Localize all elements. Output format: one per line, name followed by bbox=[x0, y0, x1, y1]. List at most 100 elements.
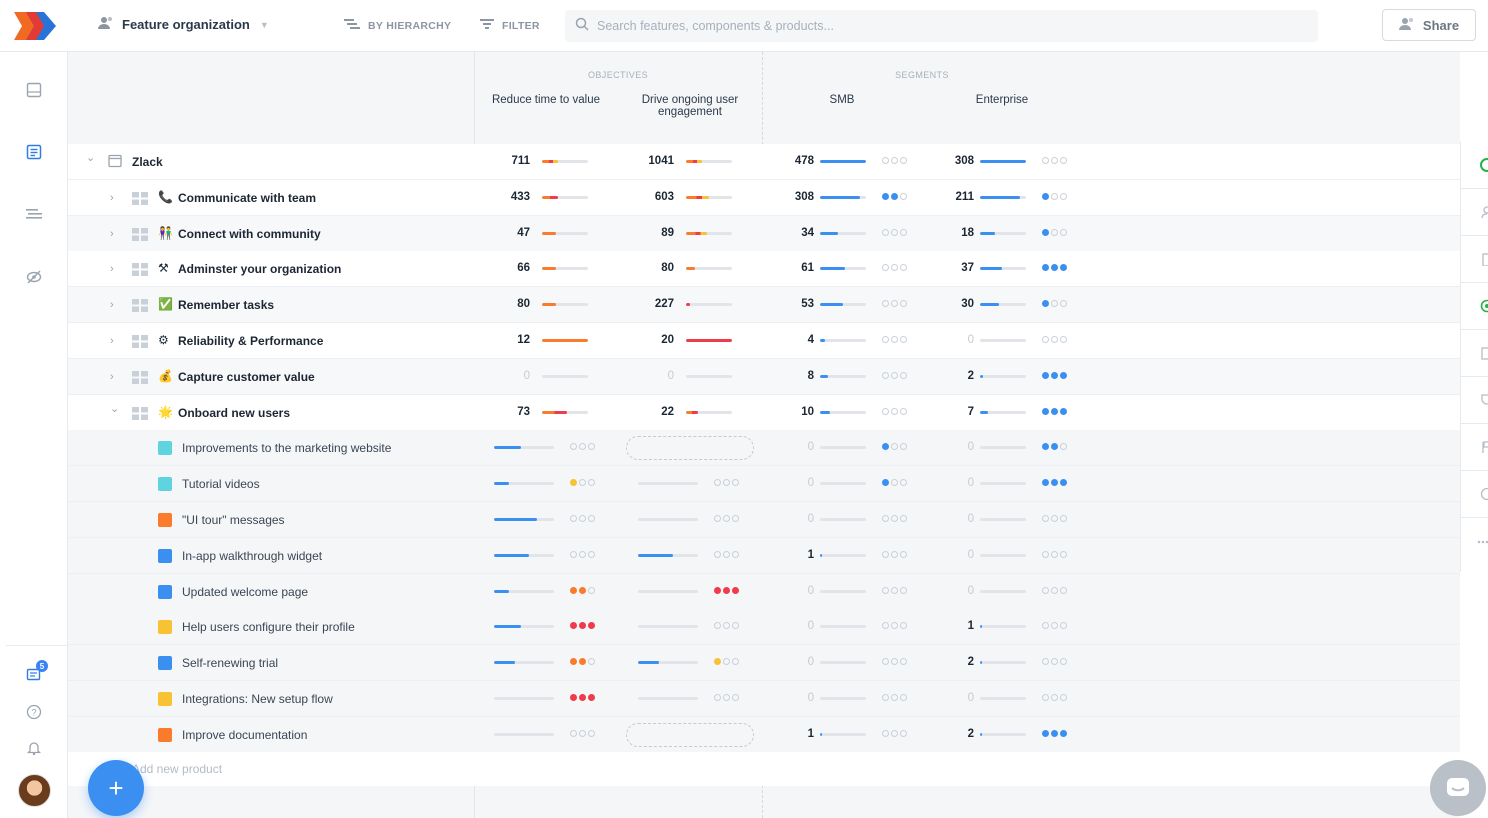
row-name: Remember tasks bbox=[178, 298, 275, 313]
rating-dot bbox=[900, 443, 907, 451]
search-input[interactable] bbox=[597, 19, 1297, 33]
rating-dots bbox=[714, 694, 739, 701]
cell-value: 1 bbox=[807, 727, 814, 740]
rating-dots bbox=[882, 300, 907, 308]
rating-dot bbox=[882, 228, 889, 236]
rating-dot bbox=[882, 586, 889, 594]
feature-row[interactable]: Integrations: New setup flow 0 0 bbox=[68, 681, 1460, 717]
by-hierarchy-button[interactable]: BY HIERARCHY bbox=[344, 18, 451, 33]
score-bar-fill bbox=[686, 231, 707, 235]
chevron-down-icon[interactable]: ⌄ bbox=[110, 402, 120, 415]
feature-row[interactable]: Updated welcome page 0 0 bbox=[68, 573, 1460, 610]
rating-dots bbox=[1042, 157, 1067, 164]
workspace-selector[interactable]: Feature organization ▼ bbox=[98, 16, 269, 33]
column-enterprise[interactable]: Enterprise bbox=[952, 94, 1052, 106]
cell-value: 0 bbox=[523, 369, 530, 382]
chevron-right-icon[interactable]: › bbox=[110, 370, 114, 383]
updates-icon[interactable]: 5 bbox=[24, 660, 48, 684]
table-row[interactable]: › 💰 Capture customer value 0 0 8 2 bbox=[68, 358, 1460, 395]
rail-pie-icon[interactable] bbox=[1461, 142, 1488, 189]
chevron-right-icon[interactable]: › bbox=[110, 299, 114, 312]
rating-dot bbox=[891, 300, 898, 308]
inbox-icon[interactable] bbox=[24, 80, 44, 100]
rating-dot bbox=[714, 515, 721, 522]
rating-dot bbox=[570, 515, 577, 522]
score-bar bbox=[638, 625, 698, 629]
share-button[interactable]: Share bbox=[1382, 9, 1476, 41]
row-name: In-app walkthrough widget bbox=[182, 548, 323, 563]
cell-value: 8 bbox=[807, 369, 814, 382]
rating-dot bbox=[588, 694, 595, 701]
score-bar bbox=[638, 553, 698, 557]
roadmap-icon[interactable] bbox=[24, 204, 44, 224]
column-smb[interactable]: SMB bbox=[792, 94, 892, 106]
feature-row[interactable]: In-app walkthrough widget 1 0 bbox=[68, 537, 1460, 574]
table-row[interactable]: › 📞 Communicate with team 433 603 308 211 bbox=[68, 179, 1460, 216]
chevron-right-icon[interactable]: › bbox=[110, 227, 114, 240]
rating-dot bbox=[891, 192, 898, 200]
search-bar bbox=[565, 10, 1318, 42]
rating-dots bbox=[1042, 264, 1067, 272]
chevron-down-icon[interactable]: ⌄ bbox=[86, 152, 96, 164]
table-row[interactable]: ⌄ 🌟 Onboard new users 73 22 10 7 bbox=[68, 394, 1460, 431]
chevron-right-icon[interactable]: › bbox=[110, 335, 114, 347]
score-bar-fill bbox=[820, 195, 861, 199]
table-row[interactable]: ⌄ Zlack 711 1041 478 308 bbox=[68, 144, 1460, 180]
rail-user-icon[interactable] bbox=[1461, 189, 1488, 236]
column-reduce-time[interactable]: Reduce time to value bbox=[486, 94, 606, 106]
feature-row[interactable]: Improve documentation 1 2 bbox=[68, 716, 1460, 753]
rating-dots bbox=[882, 157, 907, 164]
add-button[interactable]: + bbox=[88, 760, 144, 816]
rating-dot bbox=[1051, 228, 1058, 236]
chevron-right-icon[interactable]: › bbox=[110, 191, 114, 204]
app-logo[interactable] bbox=[14, 12, 56, 40]
score-bar bbox=[820, 589, 866, 593]
feature-row[interactable]: Self-renewing trial 0 2 bbox=[68, 645, 1460, 682]
rail-more-icon[interactable] bbox=[1461, 518, 1488, 565]
chat-icon[interactable] bbox=[1430, 760, 1486, 816]
grid-icon bbox=[132, 335, 148, 348]
table-row[interactable]: › 👫 Connect with community 47 89 34 18 bbox=[68, 215, 1460, 252]
rating-dot bbox=[891, 658, 898, 666]
rating-dot bbox=[900, 515, 907, 522]
rating-dots bbox=[570, 622, 595, 630]
features-board-icon[interactable] bbox=[24, 142, 44, 162]
filter-button[interactable]: FILTER bbox=[480, 18, 540, 33]
cell-value: 80 bbox=[661, 262, 674, 275]
column-drive-engagement[interactable]: Drive ongoing user engagement bbox=[630, 94, 750, 118]
row-name: Connect with community bbox=[178, 226, 321, 241]
rail-check-icon[interactable] bbox=[1461, 471, 1488, 518]
user-avatar[interactable] bbox=[18, 774, 51, 807]
score-bar bbox=[638, 697, 698, 700]
feature-row[interactable]: "UI tour" messages 0 0 bbox=[68, 502, 1460, 538]
rail-calculator-icon[interactable] bbox=[1461, 330, 1488, 377]
rail-target-icon[interactable] bbox=[1461, 283, 1488, 330]
bell-icon[interactable] bbox=[24, 738, 44, 758]
add-product-row[interactable]: Add new product bbox=[68, 752, 1460, 786]
empty-slot[interactable] bbox=[626, 722, 754, 747]
feature-row[interactable]: Tutorial videos 0 0 bbox=[68, 466, 1460, 503]
color-square-icon bbox=[158, 692, 172, 706]
help-icon[interactable]: ? bbox=[24, 702, 44, 722]
table-row[interactable]: › ✅ Remember tasks 80 227 53 30 bbox=[68, 287, 1460, 324]
rating-dot bbox=[1060, 443, 1067, 451]
rail-trophy-icon[interactable] bbox=[1461, 377, 1488, 424]
feature-row[interactable]: Help users configure their profile 0 1 bbox=[68, 609, 1460, 646]
feature-row[interactable]: Improvements to the marketing website 0 0 bbox=[68, 430, 1460, 467]
table-row[interactable]: › ⚙ Reliability & Performance 12 20 4 0 bbox=[68, 323, 1460, 359]
score-bar-fill bbox=[980, 661, 982, 665]
score-bar bbox=[820, 732, 866, 736]
share-users-icon bbox=[1398, 17, 1415, 34]
rail-building-icon[interactable] bbox=[1461, 236, 1488, 283]
empty-slot[interactable] bbox=[626, 436, 754, 461]
score-bar bbox=[542, 374, 588, 378]
hidden-eye-icon[interactable] bbox=[24, 267, 44, 287]
table-row[interactable]: › ⚒ Adminster your organization 66 80 61 37 bbox=[68, 251, 1460, 288]
score-bar bbox=[980, 410, 1026, 414]
sidebar-divider bbox=[6, 645, 68, 646]
rating-dots bbox=[1042, 515, 1067, 522]
chevron-right-icon[interactable]: › bbox=[110, 263, 114, 276]
score-bar-fill bbox=[542, 267, 556, 271]
rail-flag-icon[interactable] bbox=[1461, 424, 1488, 471]
score-bar-fill bbox=[980, 732, 982, 736]
